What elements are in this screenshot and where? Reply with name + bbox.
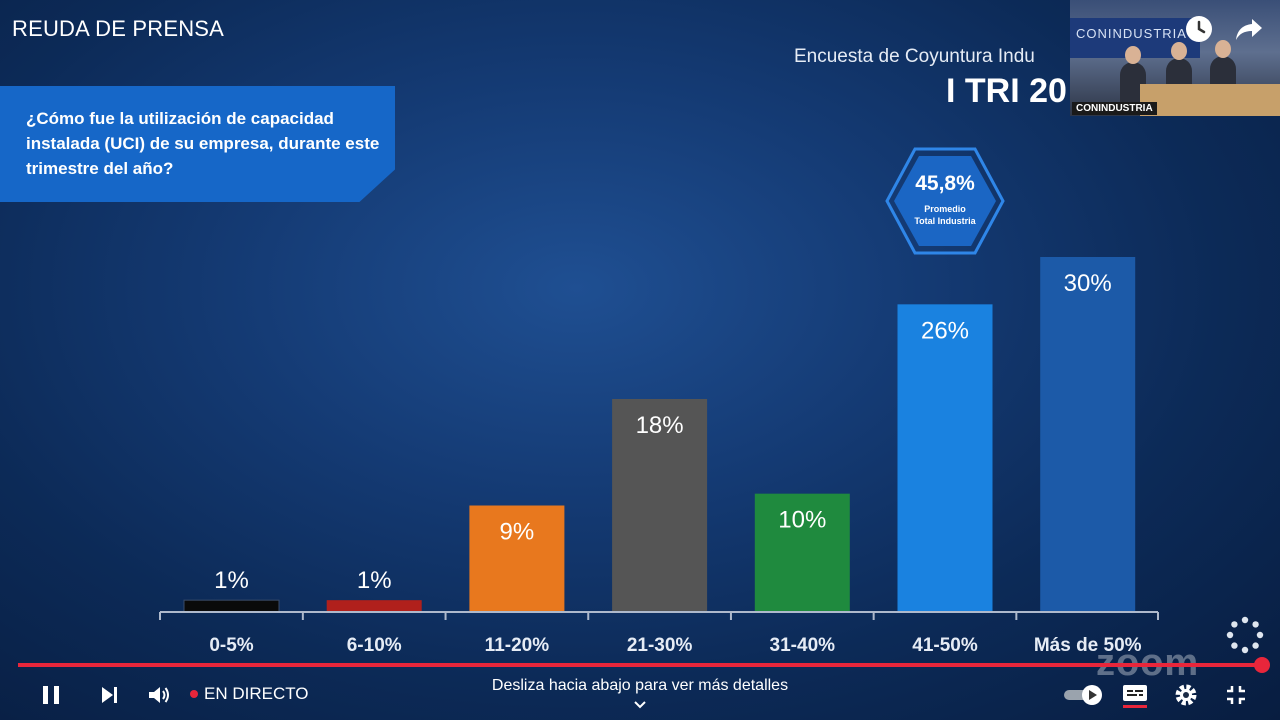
captions-button[interactable]: [1120, 678, 1150, 712]
volume-icon: [149, 687, 169, 703]
autoplay-toggle[interactable]: [1062, 678, 1104, 712]
next-button[interactable]: [94, 678, 124, 712]
progress-scrubber[interactable]: [1254, 657, 1270, 673]
x-tick-label: 0-5%: [209, 635, 253, 656]
bar-11-20%: [469, 505, 565, 612]
question-text: ¿Cómo fue la utilización de capacidad in…: [26, 109, 380, 178]
loading-spinner-icon: [1226, 616, 1264, 654]
bar-0-5%: [183, 599, 280, 613]
cam-person-head: [1215, 40, 1231, 58]
cam-person-head: [1171, 42, 1187, 60]
data-label: 1%: [214, 567, 249, 594]
data-label: 26%: [921, 317, 969, 344]
cam-table: [1140, 84, 1280, 116]
next-icon: [102, 687, 117, 703]
share-icon[interactable]: [1234, 14, 1264, 44]
x-tick-label: 31-40%: [770, 635, 836, 656]
exit-fullscreen-icon: [1227, 686, 1245, 704]
scroll-hint: Desliza hacia abajo para ver más detalle…: [491, 677, 789, 694]
x-tick-label: 6-10%: [347, 635, 402, 656]
captions-icon: [1123, 685, 1147, 708]
cam-label: CONINDUSTRIA: [1072, 102, 1157, 115]
pause-button[interactable]: [36, 678, 66, 712]
chevron-down-icon[interactable]: [630, 698, 650, 712]
average-label-line1: Promedio: [924, 204, 966, 214]
bar-21-30%: [612, 399, 708, 612]
autoplay-toggle-icon: [1064, 685, 1102, 705]
clock-icon[interactable]: [1184, 14, 1214, 44]
cam-banner-text: CONINDUSTRIA: [1076, 26, 1187, 41]
speaker-camera-inset: CONINDUSTRIA CONINDUSTRIA: [1070, 0, 1280, 116]
survey-period: I TRI 20: [946, 72, 1067, 110]
question-box: ¿Cómo fue la utilización de capacidad in…: [0, 86, 395, 202]
pause-icon: [43, 686, 59, 704]
bar-41-50%: [897, 304, 993, 612]
volume-button[interactable]: [144, 678, 174, 712]
data-label: 10%: [778, 507, 826, 534]
data-label: 18%: [636, 412, 684, 439]
live-dot-icon: [190, 690, 198, 698]
live-indicator[interactable]: EN DIRECTO: [190, 684, 309, 704]
video-title: REUDA DE PRENSA: [12, 16, 225, 41]
data-label: 30%: [1064, 270, 1112, 297]
average-badge: [885, 147, 1005, 255]
x-tick-label: 21-30%: [627, 635, 693, 656]
gear-icon: [1175, 684, 1197, 706]
x-tick-label: 11-20%: [485, 635, 550, 656]
bar-6-10%: [326, 600, 422, 612]
survey-title: Encuesta de Coyuntura Indu: [794, 46, 1035, 67]
exit-fullscreen-button[interactable]: [1222, 678, 1250, 712]
live-label: EN DIRECTO: [204, 684, 309, 703]
cam-person-head: [1125, 46, 1141, 64]
data-label: 9%: [500, 519, 535, 546]
average-value: 45,8%: [915, 172, 975, 195]
bar-Más de 50%: [1040, 257, 1136, 612]
average-label-line2: Total Industria: [914, 216, 976, 226]
settings-button[interactable]: [1172, 678, 1200, 712]
bar-31-40%: [754, 493, 850, 612]
data-label: 1%: [357, 567, 392, 594]
x-tick-label: Más de 50%: [1034, 635, 1142, 656]
x-tick-label: 41-50%: [912, 635, 978, 656]
average-label: Promedio Total Industria: [884, 203, 1006, 227]
progress-bar[interactable]: [18, 663, 1262, 667]
